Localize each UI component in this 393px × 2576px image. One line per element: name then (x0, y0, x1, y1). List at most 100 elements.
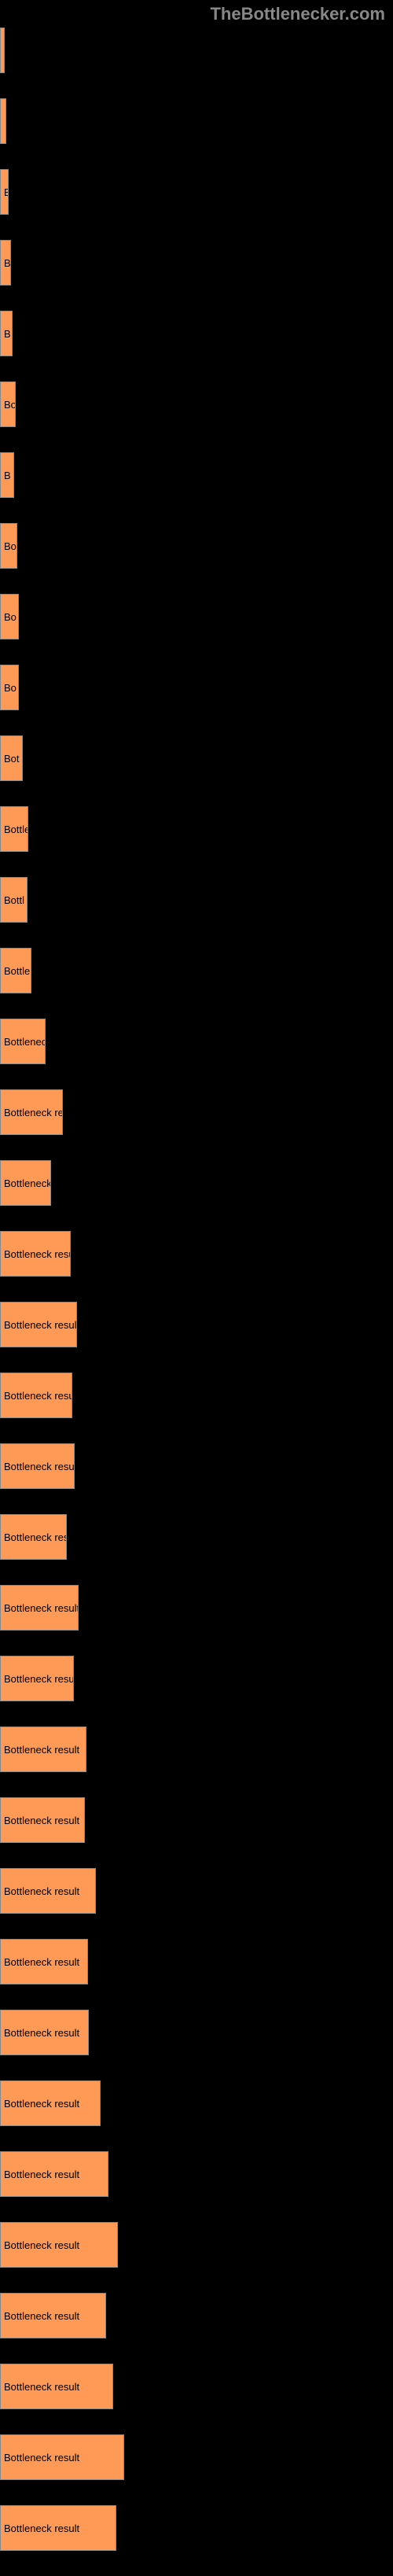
bar: Bottleneck result (0, 2364, 113, 2409)
bar-row: Bottleneck result (0, 2505, 393, 2551)
bar-text: Bottleneck result (4, 1602, 79, 1614)
bar-text: Bottleneck result (4, 1319, 77, 1331)
bar-text: Bottleneck result (4, 1461, 75, 1472)
bar (0, 98, 6, 144)
bar-text: Bottleneck result (4, 2098, 79, 2110)
bar-row: Bottleneck resul (0, 1656, 393, 1701)
bar-text: Bottleneck resul (4, 1673, 74, 1685)
bar: Bottleneck result (0, 1939, 88, 1985)
bar: B (0, 311, 13, 356)
watermark-text: TheBottlenecker.com (210, 4, 385, 24)
bar: Bottleneck result (0, 1727, 86, 1772)
bar: Bottleneck res (0, 1089, 63, 1135)
bar: Bottleneck result (0, 2080, 101, 2126)
bar-text: B (4, 470, 11, 481)
bar-text: Bo (4, 682, 17, 694)
bar-row: Bottleneck result (0, 1443, 393, 1489)
bar-row: Bottl (0, 877, 393, 923)
bar-text: Bottleneck result (4, 2239, 79, 2251)
bar: B (0, 240, 11, 286)
bar-row: Bottle (0, 948, 393, 993)
bar-row: Bottleneck result (0, 1939, 393, 1985)
bar-row: Bottle (0, 806, 393, 852)
bar-text: B (4, 257, 11, 269)
bar: Bo (0, 665, 19, 710)
bar-row: B (0, 452, 393, 498)
bar-row: Bottleneck res (0, 1089, 393, 1135)
bar-text: Bottleneck result (4, 2523, 79, 2534)
bar: Bottleneck result (0, 2293, 106, 2338)
bar-row: Bottleneck result (0, 1797, 393, 1843)
bar: Bottleneck (0, 1160, 51, 1206)
bar-text: Bottleneck result (4, 1885, 79, 1897)
bar: Bottleneck result (0, 1443, 75, 1489)
bar-row: Bottleneck result (0, 1727, 393, 1772)
bar-row: Bottleneck (0, 1160, 393, 1206)
bar: Bottle (0, 948, 31, 993)
bar: Bottle (0, 806, 28, 852)
bar-row: Bottleneck result (0, 2364, 393, 2409)
bar: Bottleneck res (0, 1514, 67, 1560)
bar: Bo (0, 594, 19, 639)
bar-row: Bottleneck resu (0, 1231, 393, 1277)
bar-text: Bot (4, 753, 20, 765)
bar: Bottleneck resul (0, 1656, 74, 1701)
bar-text: Bottleneck result (4, 1956, 79, 1968)
bar-row: Bottleneck result (0, 2222, 393, 2268)
bar-row: Bottleneck result (0, 2010, 393, 2055)
bar: Bottleneck result (0, 1797, 85, 1843)
bar-row: B (0, 169, 393, 215)
bar-text: Bo (4, 611, 17, 623)
bar-row: Bottleneck result (0, 2151, 393, 2197)
bar-row (0, 98, 393, 144)
bar: Bottleneck resu (0, 1231, 71, 1277)
bar-row: Bottleneck result (0, 1585, 393, 1631)
bar-text: Bottle (4, 965, 30, 977)
bar-row: Bottleneck res (0, 1514, 393, 1560)
bar-row: Bo (0, 665, 393, 710)
bar-text: Bottleneck resu (4, 1390, 72, 1402)
bar-text: Bo (4, 399, 16, 411)
bar: Bottlenec (0, 1019, 46, 1064)
bar-text: Bottleneck result (4, 2169, 79, 2180)
bar-text: Bottleneck res (4, 1107, 63, 1118)
bar-row (0, 28, 393, 73)
bar-row: Bottleneck result (0, 2080, 393, 2126)
bar-text: Bottleneck result (4, 2310, 79, 2322)
bar-row: Bot (0, 735, 393, 781)
bar-row: Bo (0, 594, 393, 639)
bar-row: B (0, 240, 393, 286)
bar: Bottleneck result (0, 2222, 118, 2268)
bar: Bottleneck result (0, 2151, 108, 2197)
bar: Bottleneck result (0, 1302, 77, 1347)
bar: Bottleneck result (0, 2434, 124, 2480)
bar-row: B (0, 311, 393, 356)
bar-text: Bo (4, 540, 17, 552)
bar-chart: B B B Bo B Bo Bo Bo Bot Bottle Bottl Bottle Bottlene… (0, 0, 393, 2551)
bar-text: Bottleneck resu (4, 1248, 71, 1260)
bar-row: Bottleneck result (0, 2434, 393, 2480)
bar-row: Bottlenec (0, 1019, 393, 1064)
bar-text: Bottleneck res (4, 1531, 67, 1543)
bar-text: Bottleneck result (4, 1744, 79, 1756)
bar (0, 28, 5, 73)
bar-row: Bottleneck resu (0, 1373, 393, 1418)
bar-text: Bottleneck result (4, 2027, 79, 2039)
bar: B (0, 452, 14, 498)
bar: Bot (0, 735, 23, 781)
bar-text: Bottleneck result (4, 2381, 79, 2393)
bar: B (0, 169, 9, 215)
bar-row: Bottleneck result (0, 1302, 393, 1347)
bar: Bottleneck result (0, 1585, 79, 1631)
bar-text: B (4, 328, 11, 340)
bar-text: Bottlenec (4, 1036, 46, 1048)
bar: Bo (0, 381, 16, 427)
bar: Bottleneck resu (0, 1373, 72, 1418)
bar-text: B (4, 186, 9, 198)
bar: Bo (0, 523, 17, 569)
bar-row: Bo (0, 381, 393, 427)
bar: Bottleneck result (0, 2505, 116, 2551)
bar: Bottleneck result (0, 1868, 96, 1914)
bar: Bottl (0, 877, 28, 923)
bar-row: Bottleneck result (0, 1868, 393, 1914)
